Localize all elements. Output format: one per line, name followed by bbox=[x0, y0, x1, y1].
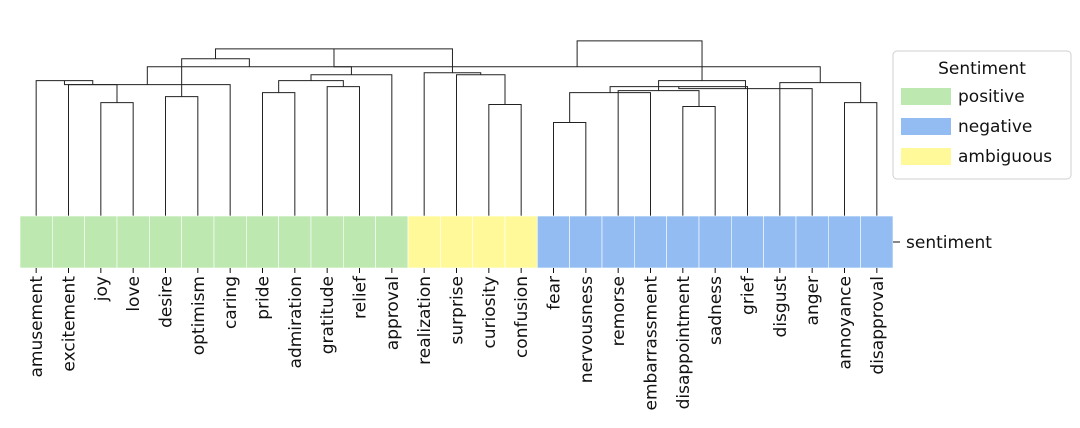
dendrogram-link bbox=[181, 58, 250, 97]
leaf-label: desire bbox=[157, 276, 177, 328]
dendrogram-link bbox=[682, 106, 716, 216]
sentiment-cell bbox=[537, 215, 570, 269]
leaf-label: curiosity bbox=[480, 276, 500, 349]
leaf-label: pride bbox=[254, 276, 274, 320]
sentiment-cell bbox=[19, 215, 53, 269]
sentiment-cell bbox=[310, 215, 344, 269]
dendrogram-link bbox=[310, 74, 393, 216]
leaf-label: grief bbox=[739, 275, 759, 315]
dendrogram-link bbox=[456, 74, 506, 216]
legend-swatch-negative bbox=[901, 118, 951, 135]
dendrogram-link bbox=[576, 40, 703, 81]
legend-title: Sentiment bbox=[938, 59, 1026, 79]
sentiment-cell bbox=[440, 215, 473, 269]
sentiment-cell bbox=[52, 215, 85, 269]
leaf-label: confusion bbox=[512, 276, 532, 358]
sentiment-cell bbox=[666, 215, 700, 269]
leaf-label: anger bbox=[803, 276, 823, 325]
dendrogram-link bbox=[423, 72, 482, 216]
leaf-label: nervousness bbox=[577, 276, 597, 383]
dendrogram-link bbox=[146, 66, 352, 85]
sentiment-cell bbox=[763, 215, 797, 269]
sentiment-cell bbox=[375, 215, 409, 269]
legend: Sentiment positive negative ambiguous bbox=[892, 50, 1072, 180]
row-label: sentiment bbox=[906, 233, 992, 253]
dendrogram-link bbox=[844, 102, 878, 216]
sentiment-cell bbox=[213, 215, 247, 269]
sentiment-cell bbox=[343, 215, 376, 269]
dendrogram-link bbox=[569, 92, 651, 216]
leaf-label: caring bbox=[221, 276, 241, 329]
sentiment-cell bbox=[472, 215, 506, 269]
dendrogram-link bbox=[165, 96, 199, 216]
sentiment-cell bbox=[246, 215, 279, 269]
dendrogram-link bbox=[609, 86, 748, 216]
leaf-label: sadness bbox=[706, 276, 726, 345]
sentiment-cell bbox=[407, 215, 441, 269]
legend-label-negative: negative bbox=[958, 117, 1032, 137]
leaf-label: annoyance bbox=[836, 276, 856, 369]
sentiment-cell bbox=[860, 215, 894, 269]
sentiment-cell bbox=[795, 215, 829, 269]
leaf-label: embarrassment bbox=[642, 276, 662, 411]
leaf-label: optimism bbox=[189, 276, 209, 355]
legend-swatch-ambiguous bbox=[901, 148, 951, 165]
dendrogram-link bbox=[68, 84, 118, 216]
sentiment-cell bbox=[634, 215, 667, 269]
dendrogram-link bbox=[63, 80, 231, 216]
dendrogram-link bbox=[35, 80, 94, 216]
sentiment-color-row bbox=[19, 215, 894, 269]
dendrogram-link bbox=[326, 86, 360, 216]
leaf-label: excitement bbox=[60, 276, 80, 372]
leaf-label: relief bbox=[351, 275, 371, 319]
leaf-label: disappointment bbox=[674, 276, 694, 410]
sentiment-cell bbox=[569, 215, 603, 269]
sentiment-cell bbox=[84, 215, 118, 269]
sentiment-cell bbox=[116, 215, 150, 269]
leaf-label: approval bbox=[383, 276, 403, 350]
leaf-label: admiration bbox=[286, 276, 306, 368]
legend-frame bbox=[892, 50, 1072, 180]
leaf-label: amusement bbox=[27, 276, 47, 378]
leaf-label: love bbox=[124, 276, 144, 312]
dendrogram-link bbox=[553, 121, 587, 216]
sentiment-cell bbox=[828, 215, 861, 269]
leaf-labels: amusement excitement joy love desire optimism… bbox=[27, 268, 888, 411]
dendrogram-link bbox=[617, 90, 700, 216]
leaf-label: remorse bbox=[609, 276, 629, 346]
dendrogram-link bbox=[100, 102, 134, 216]
dendrogram-link bbox=[488, 104, 522, 216]
legend-label-positive: positive bbox=[958, 87, 1025, 107]
leaf-label: fear bbox=[545, 276, 565, 310]
legend-label-ambiguous: ambiguous bbox=[958, 147, 1052, 167]
dendrogram-link bbox=[262, 92, 296, 216]
dendrogram bbox=[35, 40, 878, 216]
sentiment-cell bbox=[149, 215, 182, 269]
sentiment-cell bbox=[278, 215, 312, 269]
sentiment-cell bbox=[601, 215, 635, 269]
sentiment-cell bbox=[504, 215, 538, 269]
sentiment-cell bbox=[731, 215, 764, 269]
leaf-label: disgust bbox=[771, 276, 791, 338]
leaf-label: surprise bbox=[448, 276, 468, 344]
leaf-label: joy bbox=[92, 276, 112, 302]
sentiment-cell bbox=[181, 215, 215, 269]
legend-swatch-positive bbox=[901, 88, 951, 105]
leaf-label: gratitude bbox=[318, 276, 338, 354]
row-label-group: sentiment bbox=[893, 233, 992, 253]
sentiment-cell bbox=[698, 215, 732, 269]
leaf-label: disapproval bbox=[868, 276, 888, 375]
leaf-label: realization bbox=[415, 276, 435, 365]
